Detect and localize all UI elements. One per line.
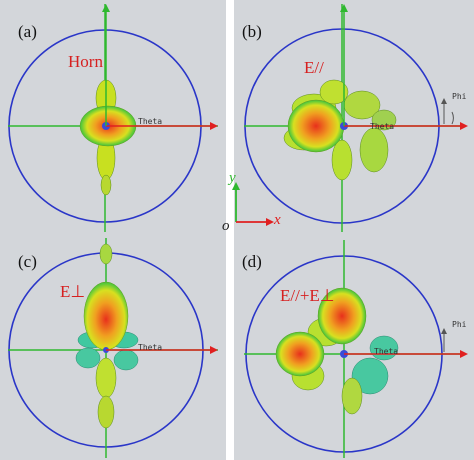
panel-d: (d) E//+E⊥ Theta Phi — [234, 236, 474, 460]
panel-b: (b) E// Theta Phi — [234, 0, 474, 236]
coordinate-key: y x o — [216, 170, 286, 234]
origin-label: o — [222, 218, 230, 234]
panel-label: (b) — [242, 22, 262, 41]
antenna-name: E// — [304, 58, 324, 77]
antenna-name: E//+E⊥ — [280, 286, 335, 305]
pattern-plot-d — [244, 240, 468, 458]
panel-a: (a) Horn Theta — [0, 0, 226, 236]
theta-label: Theta — [374, 347, 399, 356]
panel-label: (a) — [18, 22, 37, 41]
main-lobe — [83, 281, 129, 351]
antenna-name: Horn — [68, 52, 103, 71]
panel-label: (d) — [242, 252, 262, 271]
main-lobe — [287, 99, 345, 153]
theta-label: Theta — [138, 343, 163, 352]
pattern-plot-a — [8, 4, 218, 232]
side-lobe — [275, 331, 325, 377]
y-axis-label: y — [229, 170, 236, 186]
panel-label: (c) — [18, 252, 37, 271]
axes-triad — [232, 182, 274, 226]
pattern-plot-c — [8, 238, 218, 458]
phi-label: Phi — [452, 320, 467, 329]
pattern-plot-b — [244, 4, 468, 232]
x-axis-label: x — [274, 212, 281, 228]
panel-c: (c) E⊥ Theta — [0, 236, 226, 460]
phi-label: Phi — [452, 92, 467, 101]
theta-label: Theta — [138, 117, 163, 126]
main-lobe — [317, 287, 367, 345]
theta-label: Theta — [370, 122, 395, 131]
antenna-name: E⊥ — [60, 282, 86, 301]
